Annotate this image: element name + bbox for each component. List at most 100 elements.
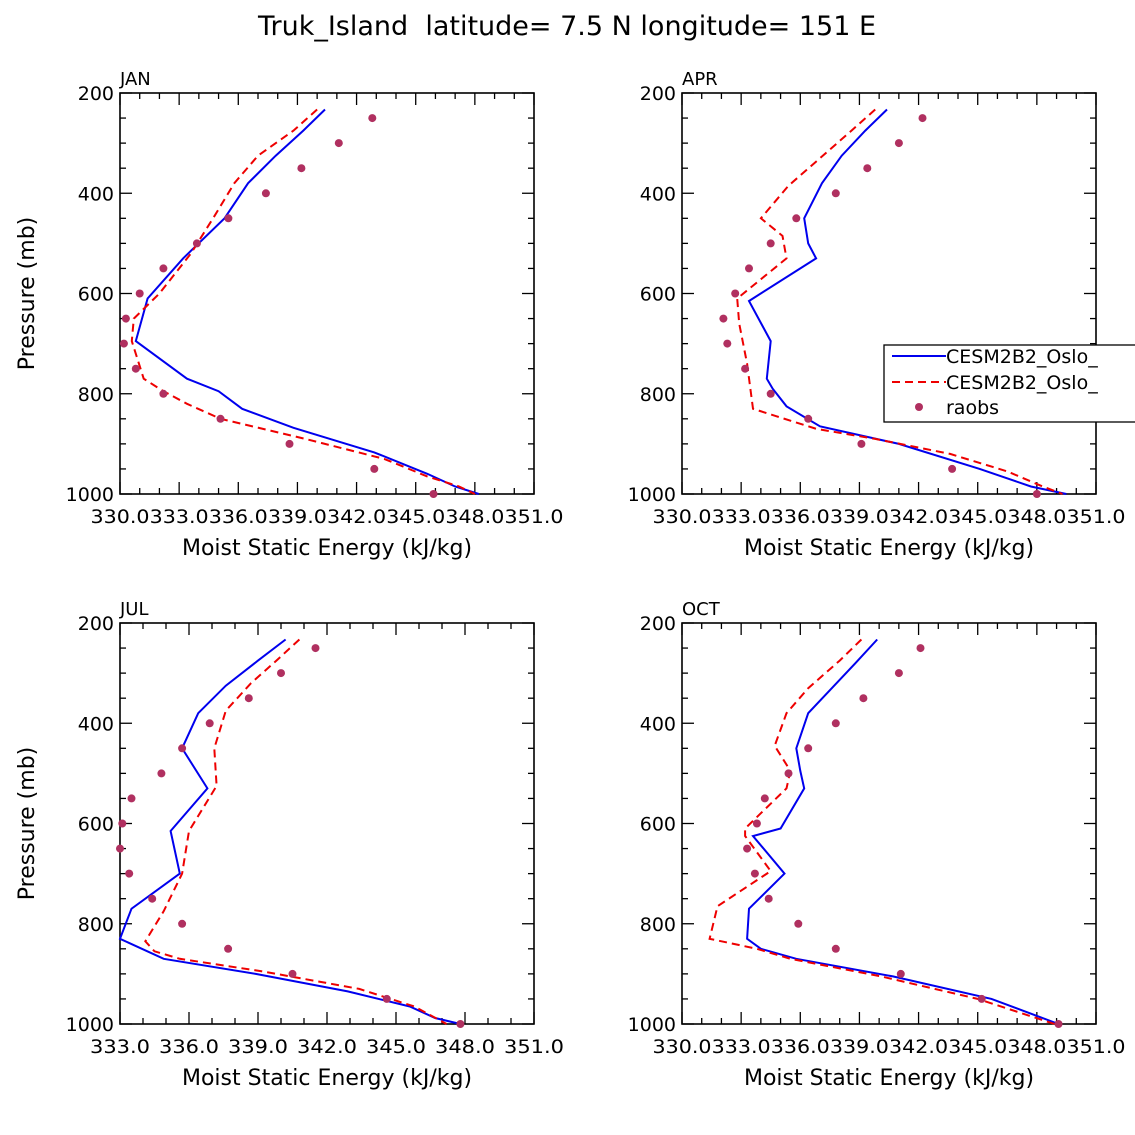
raobs-point — [916, 644, 925, 653]
x-tick-label: 342.0 — [297, 1036, 357, 1058]
y-tick-label: 600 — [78, 814, 114, 836]
x-tick-label: 351.0 — [505, 506, 564, 528]
x-tick-label: 348.0 — [1007, 1036, 1066, 1058]
raobs-point — [135, 289, 144, 298]
y-tick-label: 400 — [78, 183, 114, 205]
raobs-point — [159, 264, 168, 273]
raobs-point — [118, 819, 127, 828]
raobs-point — [804, 414, 813, 423]
x-tick-label: 348.0 — [445, 506, 504, 528]
x-tick-label: 333.0 — [712, 506, 771, 528]
raobs-point — [148, 894, 157, 903]
x-axis-label: Moist Static Energy (kJ/kg) — [744, 536, 1034, 561]
x-tick-label: 333.0 — [90, 1036, 150, 1058]
raobs-point — [216, 414, 225, 423]
legend: CESM2B2_Oslo_ CESM2B2_Oslo_ raobs — [883, 344, 1135, 423]
x-tick-label: 336.0 — [771, 1036, 830, 1058]
raobs-point — [831, 944, 840, 953]
raobs-point — [224, 214, 233, 223]
raobs-point — [277, 669, 285, 678]
raobs-point — [285, 439, 294, 448]
raobs-point — [752, 819, 761, 828]
series-line-model-dashed — [736, 108, 1063, 495]
raobs-point — [297, 164, 306, 173]
x-tick-label: 339.0 — [830, 506, 889, 528]
y-tick-label: 1000 — [628, 484, 676, 506]
y-tick-label: 400 — [640, 183, 676, 205]
y-tick-label: 600 — [78, 284, 114, 306]
y-tick-label: 1000 — [66, 484, 114, 506]
raobs-point — [224, 944, 233, 953]
raobs-point — [456, 1020, 465, 1028]
raobs-point — [1032, 490, 1041, 498]
y-tick-label: 400 — [78, 713, 114, 735]
x-tick-label: 345.0 — [386, 506, 445, 528]
x-tick-label: 342.0 — [889, 1036, 948, 1058]
raobs-point — [859, 694, 868, 703]
raobs-point — [784, 769, 793, 778]
raobs-point — [792, 214, 801, 223]
y-tick-label: 200 — [78, 613, 114, 635]
raobs-point — [743, 844, 752, 853]
raobs-point — [1054, 1020, 1063, 1028]
x-tick-label: 330.0 — [653, 1036, 712, 1058]
raobs-point — [116, 844, 124, 853]
x-tick-label: 330.0 — [653, 506, 712, 528]
x-tick-label: 345.0 — [948, 1036, 1007, 1058]
raobs-point — [766, 389, 775, 398]
plot-frame — [681, 622, 1097, 1025]
raobs-point — [766, 239, 775, 248]
x-tick-label: 333.0 — [150, 506, 209, 528]
series-line-model-solid — [746, 638, 1059, 1025]
series-line-model-solid — [118, 638, 461, 1025]
x-tick-label: 339.0 — [830, 1036, 889, 1058]
y-tick-label: 400 — [640, 713, 676, 735]
x-tick-label: 336.0 — [209, 506, 268, 528]
x-tick-label: 342.0 — [889, 506, 948, 528]
series-line-model-solid — [134, 108, 480, 495]
raobs-point — [178, 919, 187, 928]
y-tick-label: 600 — [640, 284, 676, 306]
series-line-model-solid — [747, 108, 1067, 495]
raobs-point — [731, 289, 740, 298]
y-tick-label: 800 — [78, 914, 114, 936]
panel-title: JUL — [119, 599, 149, 620]
x-tick-label: 351.0 — [1067, 506, 1126, 528]
raobs-point — [723, 339, 732, 348]
legend-marker-raobs — [915, 403, 923, 411]
raobs-point — [750, 869, 759, 878]
x-tick-label: 336.0 — [159, 1036, 219, 1058]
y-tick-label: 800 — [640, 384, 676, 406]
y-tick-label: 1000 — [66, 1014, 114, 1036]
x-tick-label: 348.0 — [435, 1036, 495, 1058]
y-tick-label: 800 — [640, 914, 676, 936]
raobs-point — [831, 189, 840, 198]
raobs-point — [429, 490, 438, 498]
legend-label-raobs: raobs — [946, 397, 999, 419]
plot-frame — [119, 622, 535, 1025]
raobs-point — [894, 139, 903, 148]
y-tick-label: 600 — [640, 814, 676, 836]
series-line-model-dashed — [130, 108, 476, 495]
raobs-point — [159, 389, 168, 398]
raobs-point — [863, 164, 872, 173]
y-tick-label: 200 — [78, 83, 114, 105]
plot-frame — [119, 92, 535, 495]
y-axis-label: Pressure (mb) — [15, 747, 40, 901]
y-axis-label: Pressure (mb) — [15, 217, 40, 371]
x-tick-label: 336.0 — [771, 506, 830, 528]
raobs-point — [719, 314, 728, 323]
raobs-point — [794, 919, 803, 928]
y-tick-label: 200 — [640, 613, 676, 635]
raobs-point — [896, 969, 905, 978]
legend-box — [883, 344, 1135, 423]
x-axis-label: Moist Static Energy (kJ/kg) — [182, 536, 472, 561]
raobs-point — [131, 364, 140, 373]
x-tick-label: 339.0 — [268, 506, 327, 528]
raobs-point — [857, 439, 866, 448]
raobs-point — [288, 969, 297, 978]
raobs-point — [157, 769, 166, 778]
